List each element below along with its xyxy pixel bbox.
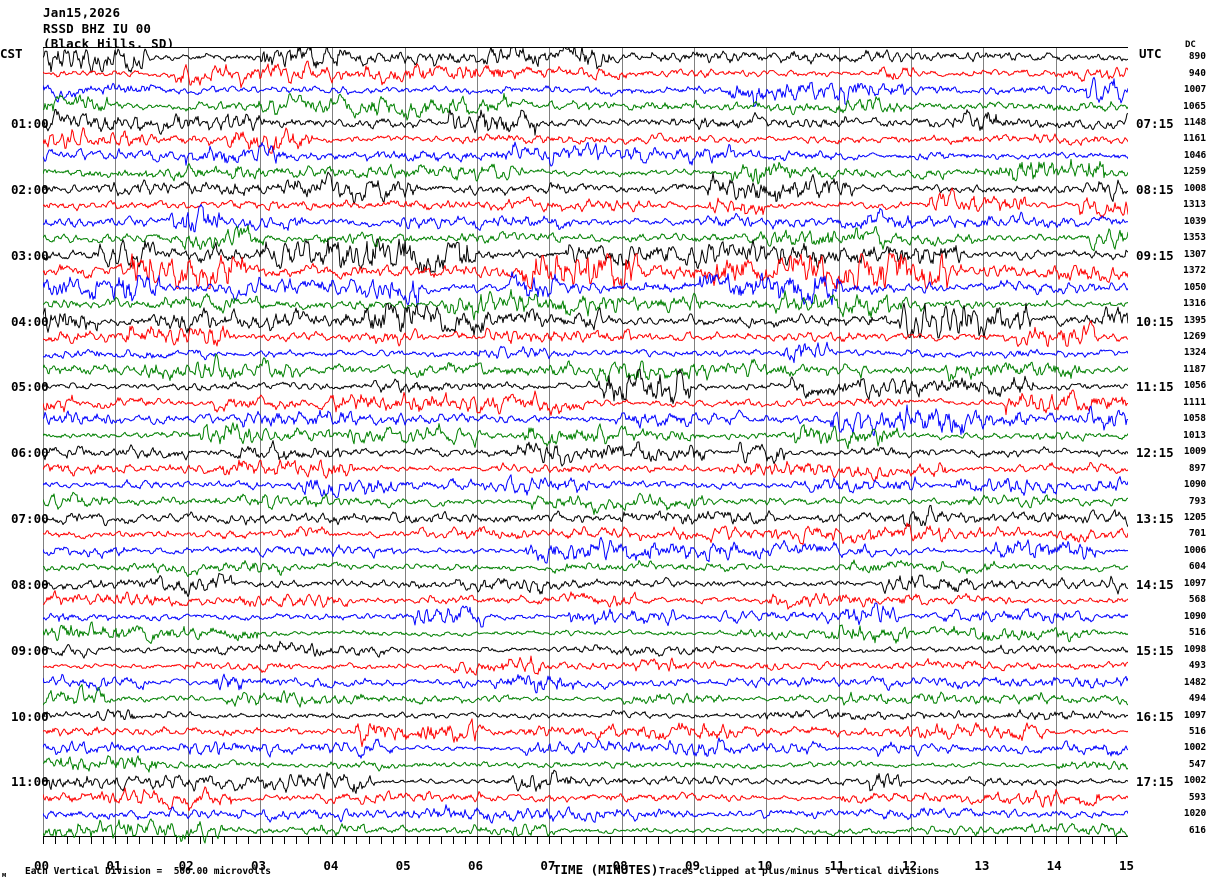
dc-value: 1006 — [1183, 544, 1206, 556]
x-tick-label: 13 — [974, 858, 990, 873]
dc-value: 568 — [1188, 594, 1206, 606]
utc-time-label: 17:15 — [1136, 774, 1174, 790]
header-station: RSSD BHZ IU 00 — [43, 20, 152, 36]
dc-value: 494 — [1188, 693, 1206, 705]
cst-time-label: 02:00 — [11, 181, 49, 197]
cst-time-label: 08:00 — [11, 576, 49, 592]
cst-time-label: 09:00 — [11, 642, 49, 658]
x-tick-label: 10 — [757, 858, 773, 873]
dc-value: 1002 — [1183, 742, 1206, 754]
dc-value: 493 — [1188, 660, 1206, 672]
cst-time-label: 03:00 — [11, 247, 49, 263]
utc-time-label: 09:15 — [1136, 247, 1174, 263]
dc-value: 1039 — [1183, 215, 1206, 227]
dc-value: 701 — [1188, 528, 1206, 540]
dc-value: 1097 — [1183, 709, 1206, 721]
dc-value: 1097 — [1183, 577, 1206, 589]
dc-value: 1269 — [1183, 330, 1206, 342]
corner-mark: м — [2, 871, 7, 879]
dc-value: 1090 — [1183, 610, 1206, 622]
dc-value: 1058 — [1183, 413, 1206, 425]
x-tick-label: 11 — [829, 858, 845, 873]
dc-value: 516 — [1188, 725, 1206, 737]
x-tick-label: 14 — [1046, 858, 1062, 873]
utc-time-label: 13:15 — [1136, 511, 1174, 527]
dc-value: 793 — [1188, 495, 1206, 507]
header-date: Jan15,2026 — [43, 5, 121, 20]
x-tick-label: 06 — [468, 858, 484, 873]
dc-value: 1056 — [1183, 380, 1206, 392]
dc-value: 1065 — [1183, 100, 1206, 112]
dc-value: 1482 — [1183, 676, 1206, 688]
x-tick-label: 02 — [178, 858, 194, 873]
dc-value: 604 — [1188, 561, 1206, 573]
x-tick-label: 00 — [34, 858, 50, 873]
dc-value: 547 — [1188, 758, 1206, 770]
x-tick-label: 07 — [540, 858, 556, 873]
cst-time-label: 01:00 — [11, 116, 49, 132]
x-axis-title: TIME (MINUTES) — [553, 862, 659, 877]
cst-time-label: 05:00 — [11, 379, 49, 395]
dc-value: 516 — [1188, 627, 1206, 639]
utc-time-label: 07:15 — [1136, 116, 1174, 132]
dc-value: 1013 — [1183, 429, 1206, 441]
dc-value: 1008 — [1183, 182, 1206, 194]
cst-time-label: 06:00 — [11, 445, 49, 461]
x-tick-label: 03 — [251, 858, 267, 873]
dc-value: 1111 — [1183, 396, 1206, 408]
clip-note: Traces clipped at plus/minus 5 vertical … — [659, 866, 940, 877]
dc-value: 1009 — [1183, 446, 1206, 458]
cst-axis-title: CST — [0, 46, 23, 61]
dc-column-title: DC — [1185, 40, 1196, 50]
dc-value: 1090 — [1183, 479, 1206, 491]
dc-value: 940 — [1188, 67, 1206, 79]
dc-value: 890 — [1188, 51, 1206, 63]
dc-value: 1002 — [1183, 775, 1206, 787]
utc-axis-title: UTC — [1139, 46, 1162, 61]
cst-time-label: 07:00 — [11, 511, 49, 527]
cst-time-label: 04:00 — [11, 313, 49, 329]
cst-time-label: 11:00 — [11, 774, 49, 790]
x-tick-label: 01 — [106, 858, 122, 873]
dc-value: 616 — [1188, 824, 1206, 836]
dc-value: 1372 — [1183, 265, 1206, 277]
dc-value: 1046 — [1183, 149, 1206, 161]
dc-value: 1148 — [1183, 117, 1206, 129]
utc-time-label: 11:15 — [1136, 379, 1174, 395]
x-tick-label: 04 — [323, 858, 339, 873]
seismogram-canvas — [43, 47, 1128, 844]
utc-time-label: 10:15 — [1136, 313, 1174, 329]
scale-note: Each Vertical Division = 500.00 microvol… — [25, 866, 271, 877]
utc-time-label: 12:15 — [1136, 445, 1174, 461]
dc-value: 1353 — [1183, 232, 1206, 244]
x-tick-label: 08 — [612, 858, 628, 873]
dc-value: 1098 — [1183, 643, 1206, 655]
dc-value: 897 — [1188, 462, 1206, 474]
dc-value: 1161 — [1183, 133, 1206, 145]
x-tick-label: 15 — [1119, 858, 1135, 873]
utc-time-label: 16:15 — [1136, 708, 1174, 724]
utc-time-label: 14:15 — [1136, 576, 1174, 592]
dc-value: 1259 — [1183, 166, 1206, 178]
x-tick-label: 12 — [902, 858, 918, 873]
seismogram-plot[interactable] — [43, 47, 1128, 844]
dc-value: 1324 — [1183, 347, 1206, 359]
dc-value: 1205 — [1183, 512, 1206, 524]
dc-value: 1307 — [1183, 248, 1206, 260]
dc-value: 1020 — [1183, 808, 1206, 820]
dc-value: 1007 — [1183, 84, 1206, 96]
dc-value: 1187 — [1183, 363, 1206, 375]
dc-value: 593 — [1188, 791, 1206, 803]
dc-value: 1395 — [1183, 314, 1206, 326]
x-tick-label: 05 — [395, 858, 411, 873]
dc-value: 1050 — [1183, 281, 1206, 293]
utc-time-label: 08:15 — [1136, 181, 1174, 197]
dc-value: 1316 — [1183, 298, 1206, 310]
dc-value: 1313 — [1183, 199, 1206, 211]
cst-time-label: 10:00 — [11, 708, 49, 724]
x-tick-label: 09 — [685, 858, 701, 873]
utc-time-label: 15:15 — [1136, 642, 1174, 658]
chart-header: Jan15,2026 RSSD BHZ IU 00 (Black Hills, … — [43, 5, 174, 52]
